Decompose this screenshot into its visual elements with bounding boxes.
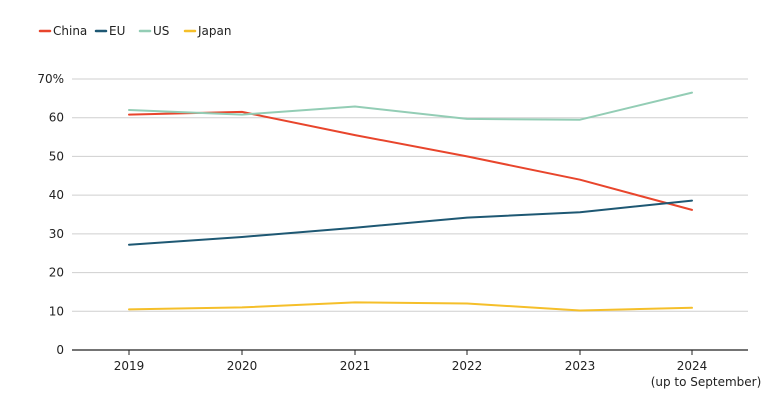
y-tick-label: 50: [49, 149, 64, 163]
y-tick-label: 0: [56, 343, 64, 357]
legend-label-china: China: [53, 24, 87, 38]
y-tick-label: 30: [49, 227, 64, 241]
y-tick-label: 40: [49, 188, 64, 202]
legend-label-japan: Japan: [197, 24, 231, 38]
gridlines: [72, 78, 748, 355]
y-tick-label: 70%: [37, 72, 64, 86]
y-tick-label: 20: [49, 266, 64, 280]
series-line-japan: [128, 301, 693, 312]
x-tick-label: 2024: [677, 359, 708, 373]
y-tick-label: 60: [49, 111, 64, 125]
x-tick-label: 2020: [227, 359, 258, 373]
x-tick-sublabel: (up to September): [651, 375, 762, 389]
x-tick-label: 2022: [452, 359, 483, 373]
x-axis-tick-labels: 2019 2020 2021 2022 2023 2024 (up to September…: [114, 359, 762, 389]
y-axis-tick-labels: 0 10 20 30 40 50 60 70%: [37, 72, 64, 357]
legend: China EU US Japan: [38, 24, 231, 38]
series-line-eu: [128, 199, 693, 246]
x-tick-label: 2021: [340, 359, 371, 373]
x-tick-label: 2019: [114, 359, 145, 373]
series-lines: [128, 91, 693, 312]
series-line-china: [128, 110, 693, 211]
legend-label-us: US: [153, 24, 169, 38]
y-tick-label: 10: [49, 304, 64, 318]
series-line-us: [128, 91, 693, 121]
x-tick-label: 2023: [565, 359, 596, 373]
legend-label-eu: EU: [109, 24, 125, 38]
